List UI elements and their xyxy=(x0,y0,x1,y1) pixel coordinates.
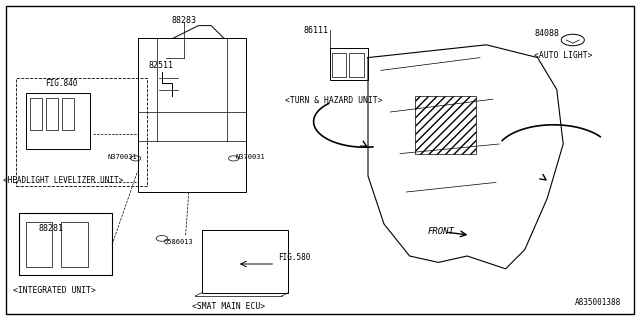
Bar xyxy=(62,98,74,130)
Text: FIG.840: FIG.840 xyxy=(45,79,77,88)
Circle shape xyxy=(156,236,168,241)
Text: <HEADLIGHT LEVELIZER UNIT>: <HEADLIGHT LEVELIZER UNIT> xyxy=(3,176,124,185)
Text: <TURN & HAZARD UNIT>: <TURN & HAZARD UNIT> xyxy=(285,96,382,105)
Circle shape xyxy=(228,156,239,161)
Text: FRONT: FRONT xyxy=(428,227,454,236)
Circle shape xyxy=(561,34,584,46)
Bar xyxy=(30,98,42,130)
Bar xyxy=(202,230,288,293)
Text: 88281: 88281 xyxy=(38,224,63,233)
Text: Q586013: Q586013 xyxy=(163,239,193,244)
Bar xyxy=(46,98,58,130)
Bar xyxy=(61,222,88,267)
Text: A835001388: A835001388 xyxy=(575,298,621,307)
Text: FIG.580: FIG.580 xyxy=(278,253,311,262)
Text: 86111: 86111 xyxy=(304,26,329,35)
Text: 84088: 84088 xyxy=(534,29,559,38)
Bar xyxy=(349,53,364,77)
Bar xyxy=(16,78,147,186)
Text: 82511: 82511 xyxy=(148,61,173,70)
Bar xyxy=(26,222,52,267)
Text: <INTEGRATED UNIT>: <INTEGRATED UNIT> xyxy=(13,286,95,295)
Bar xyxy=(415,96,476,154)
Bar xyxy=(19,213,112,275)
Text: <SMAT MAIN ECU>: <SMAT MAIN ECU> xyxy=(192,302,265,311)
Circle shape xyxy=(131,156,141,161)
Text: N370031: N370031 xyxy=(108,154,137,160)
Text: <AUTO LIGHT>: <AUTO LIGHT> xyxy=(534,51,593,60)
Bar xyxy=(330,48,368,80)
Text: N370031: N370031 xyxy=(236,154,265,160)
Text: 88283: 88283 xyxy=(172,16,196,25)
Bar xyxy=(332,53,346,77)
Bar xyxy=(26,93,90,149)
